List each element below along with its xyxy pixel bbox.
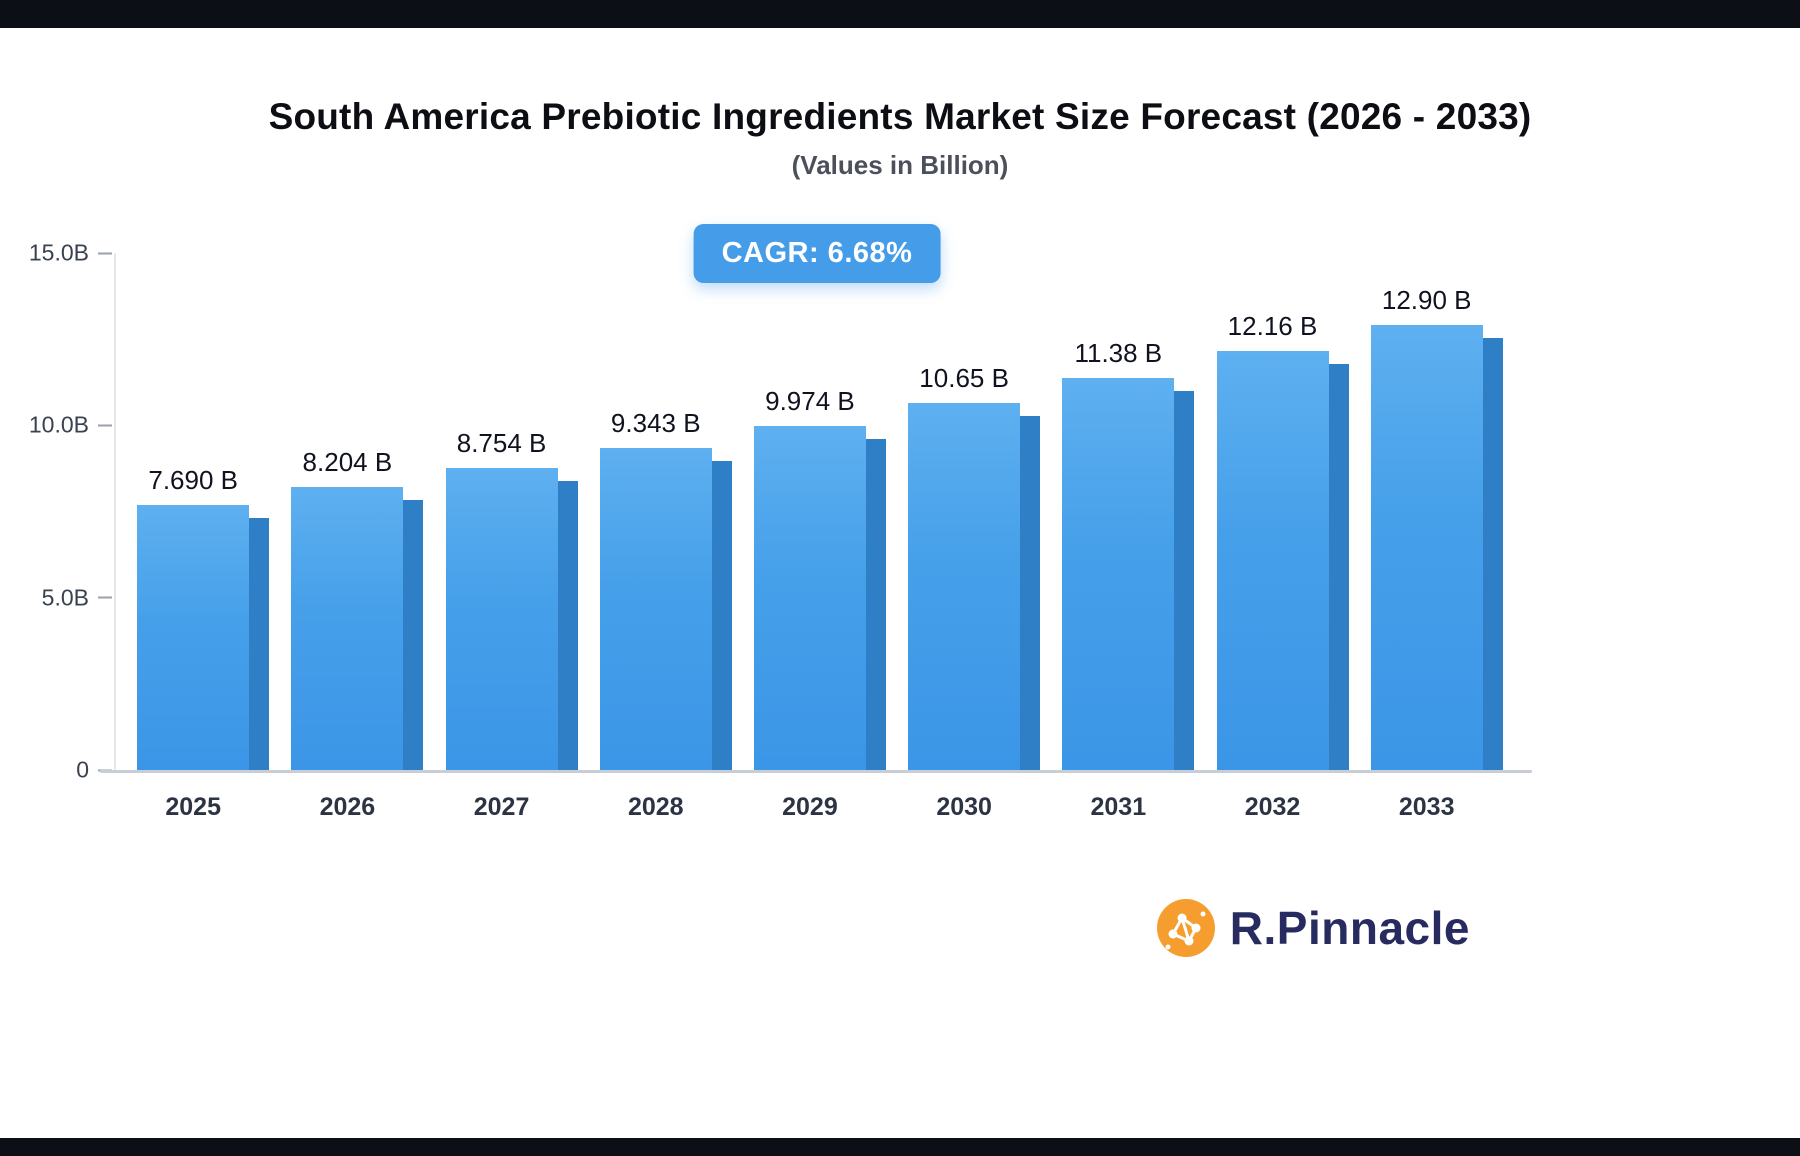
bar-group: 11.38 B 2031 [1062,253,1195,821]
bar-value-label: 11.38 B [1074,338,1163,368]
bottom-border [0,1138,1800,1156]
network-molecule-icon [1156,898,1216,958]
bar-group: 8.204 B 2026 [291,253,424,821]
category-label: 2029 [782,793,838,821]
y-tick-mark [98,424,112,427]
y-axis: 0 5.0B 10.0B 15.0B [0,0,115,1156]
bar [753,426,886,770]
bar [908,403,1041,770]
bar-group: 7.690 B 2025 [137,253,270,821]
bar-group: 9.974 B 2029 [753,253,886,821]
bar [1062,378,1195,770]
chart-title: South America Prebiotic Ingredients Mark… [268,96,1532,137]
bar-value-label: 7.690 B [148,465,238,495]
cagr-badge: CAGR: 6.68% [693,224,941,283]
y-tick-label: 15.0B [28,239,89,266]
bars: 7.690 B 2025 8.204 B 2026 8.754 B 2027 9.343 B… [115,253,1525,821]
category-label: 2028 [627,793,684,821]
chart-subtitle: (Values in Billion) [791,150,1009,180]
bar-value-label: 9.974 B [765,386,855,416]
category-label: 2025 [165,793,221,821]
bar-value-label: 8.754 B [456,428,547,458]
bar-value-label: 12.90 B [1381,285,1472,315]
y-tick-label: 5.0B [41,584,89,611]
y-axis-line [114,253,116,770]
bar [599,448,732,770]
top-border [0,0,1800,28]
y-tick-label: 0 [76,756,89,783]
bar [137,505,270,770]
bar-value-label: 12.16 B [1227,311,1318,341]
category-label: 2033 [1398,793,1455,821]
bar-group: 12.16 B 2032 [1216,253,1349,821]
bar [1216,351,1349,770]
bar [1370,325,1503,770]
y-tick-label: 10.0B [28,411,89,438]
category-label: 2031 [1090,793,1147,821]
bar-group: 10.65 B 2030 [908,253,1041,821]
category-label: 2030 [936,793,992,821]
bar-group: 9.343 B 2028 [599,253,732,821]
bar-group: 8.754 B 2027 [445,253,578,821]
bar [445,468,578,770]
bar-group: 12.90 B 2033 [1370,253,1503,821]
category-label: 2027 [473,793,530,821]
bar-value-label: 10.65 B [919,363,1009,393]
y-tick-mark [98,596,112,599]
x-axis-line [100,770,1532,773]
brand-name: R.Pinnacle [1229,902,1470,954]
brand-logo: R.Pinnacle [1156,898,1470,958]
y-tick-mark [98,252,112,254]
category-label: 2032 [1244,793,1301,821]
bar [291,487,424,770]
bar-value-label: 9.343 B [610,408,701,438]
bar-value-label: 8.204 B [302,447,393,477]
category-label: 2026 [319,793,376,821]
